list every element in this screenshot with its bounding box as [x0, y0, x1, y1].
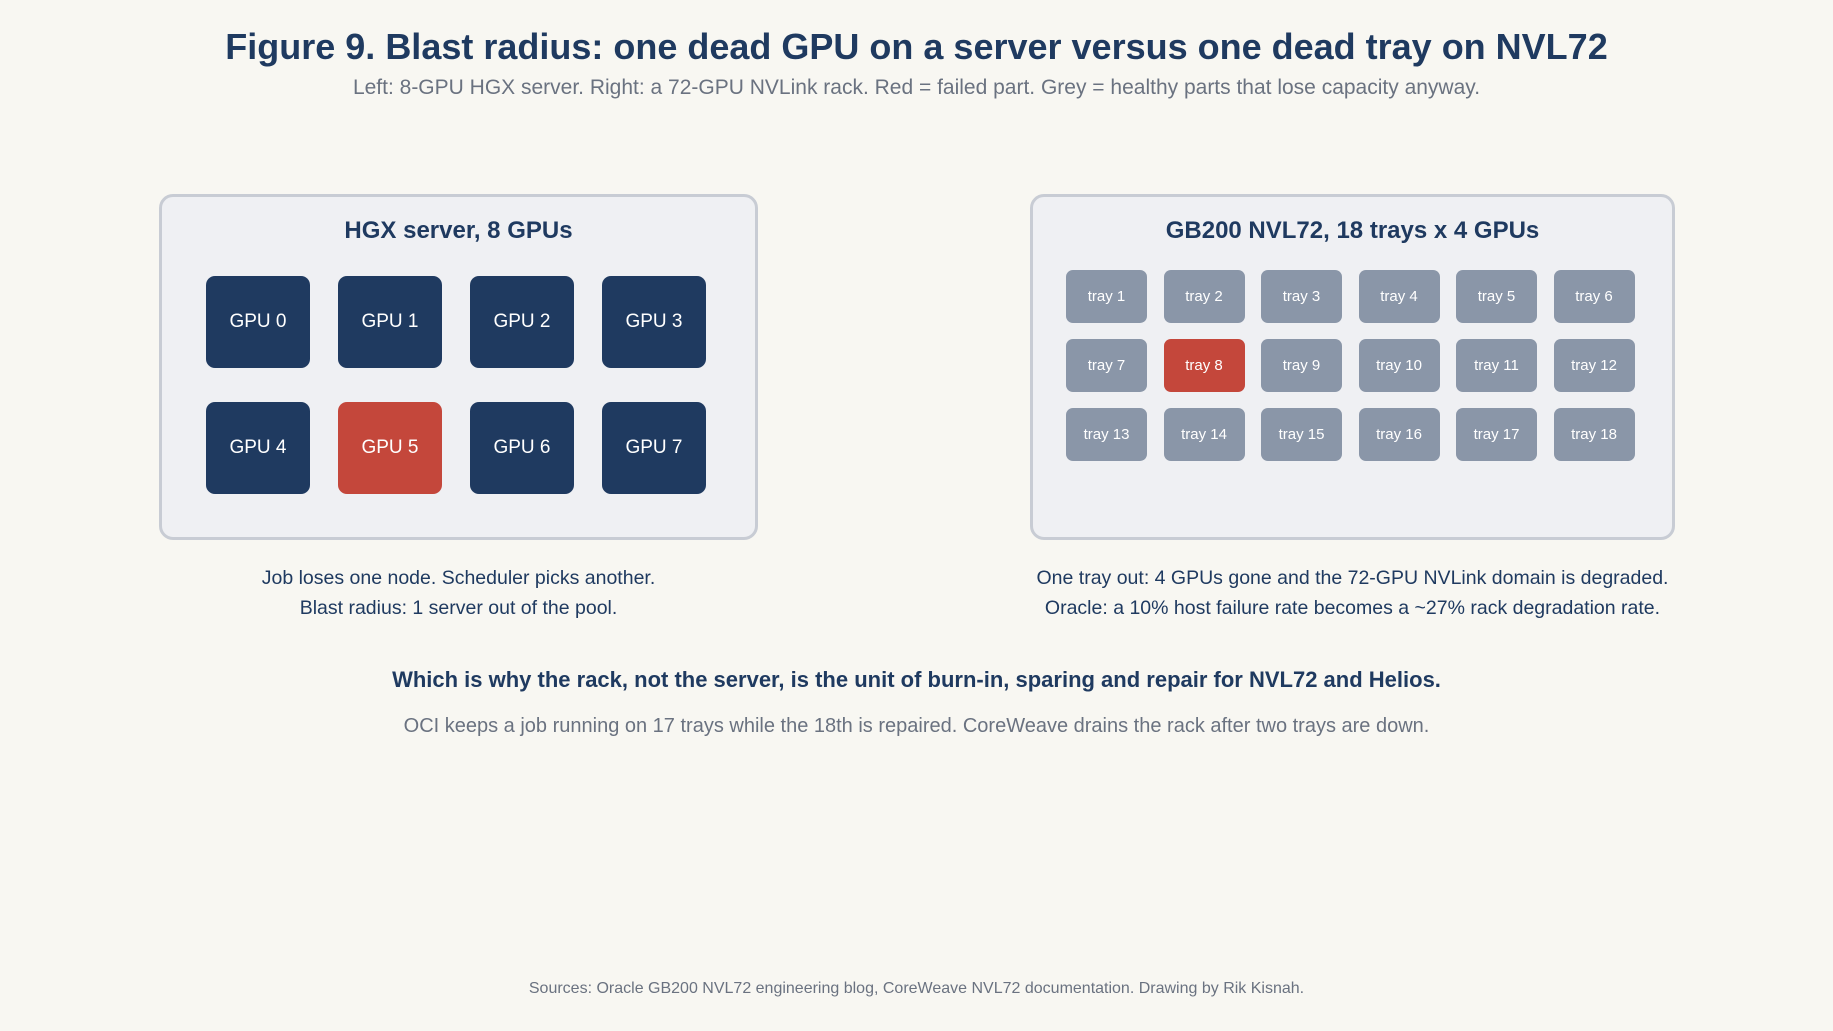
gpu-7: GPU 7 [602, 402, 706, 494]
hgx-caption-line1: Job loses one node. Scheduler picks anot… [261, 567, 656, 589]
hgx-panel-title: HGX server, 8 GPUs [344, 217, 573, 244]
gpu-5: GPU 5 [338, 402, 442, 494]
gpu-1: GPU 1 [338, 276, 442, 368]
figure-subtitle: Left: 8-GPU HGX server. Right: a 72-GPU … [352, 76, 1481, 99]
tray-9: tray 9 [1261, 339, 1342, 392]
hgx-caption: Job loses one node. Scheduler picks anot… [159, 563, 758, 623]
nvl72-caption-line1: One tray out: 4 GPUs gone and the 72-GPU… [1036, 567, 1669, 589]
hgx-server-panel: HGX server, 8 GPUs GPU 0 GPU 1 GPU 2 GPU… [159, 194, 758, 540]
tray-7: tray 7 [1066, 339, 1147, 392]
detail-text: OCI keeps a job running on 17 trays whil… [403, 715, 1430, 737]
tray-11: tray 11 [1456, 339, 1537, 392]
tray-3: tray 3 [1261, 270, 1342, 323]
nvl72-caption-line2: Oracle: a 10% host failure rate becomes … [1044, 597, 1661, 619]
tray-16: tray 16 [1358, 408, 1440, 461]
tray-14: tray 14 [1163, 408, 1245, 461]
gpu-3: GPU 3 [602, 276, 706, 368]
tray-4: tray 4 [1358, 270, 1440, 323]
tray-grid: tray 1 tray 2 tray 3 tray 4 tray 5 tray … [1066, 270, 1635, 461]
tray-8: tray 8 [1163, 339, 1245, 392]
nvl72-rack-panel: GB200 NVL72, 18 trays x 4 GPUs tray 1 tr… [1030, 194, 1675, 540]
nvl72-panel-title: GB200 NVL72, 18 trays x 4 GPUs [1165, 217, 1540, 244]
tray-6: tray 6 [1553, 270, 1635, 323]
gpu-0: GPU 0 [206, 276, 310, 368]
nvl72-caption: One tray out: 4 GPUs gone and the 72-GPU… [980, 563, 1725, 623]
tray-1: tray 1 [1066, 270, 1147, 323]
gpu-grid: GPU 0 GPU 1 GPU 2 GPU 3 GPU 4 GPU 5 GPU … [206, 276, 706, 494]
sources-note: Sources: Oracle GB200 NVL72 engineering … [528, 980, 1305, 997]
hgx-caption-line2: Blast radius: 1 server out of the pool. [299, 597, 618, 619]
gpu-2: GPU 2 [470, 276, 574, 368]
tray-13: tray 13 [1066, 408, 1147, 461]
conclusion-text: Which is why the rack, not the server, i… [392, 667, 1441, 692]
gpu-4: GPU 4 [206, 402, 310, 494]
tray-5: tray 5 [1456, 270, 1537, 323]
figure-title: Figure 9. Blast radius: one dead GPU on … [225, 26, 1608, 67]
tray-17: tray 17 [1456, 408, 1537, 461]
tray-10: tray 10 [1358, 339, 1440, 392]
tray-18: tray 18 [1553, 408, 1635, 461]
tray-2: tray 2 [1163, 270, 1245, 323]
tray-12: tray 12 [1553, 339, 1635, 392]
tray-15: tray 15 [1261, 408, 1342, 461]
gpu-6: GPU 6 [470, 402, 574, 494]
